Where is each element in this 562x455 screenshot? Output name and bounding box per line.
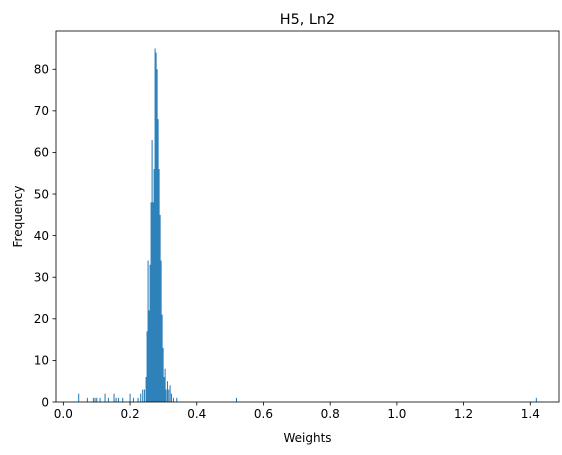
histogram-bar [132, 397, 134, 402]
x-tick-label: 1.4 [521, 407, 540, 421]
y-tick-label: 40 [34, 229, 49, 243]
histogram-bar [535, 397, 537, 402]
y-tick-label: 60 [34, 146, 49, 160]
histogram-bar [147, 260, 149, 402]
histogram-bar [163, 377, 165, 402]
histogram-bar [166, 381, 168, 402]
chart-title: H5, Ln2 [280, 12, 335, 28]
histogram-bar [145, 377, 147, 402]
histogram-bar [148, 310, 150, 402]
x-axis-label: Weights [283, 431, 331, 445]
histogram-bar [117, 397, 119, 402]
histogram-bar [99, 397, 101, 402]
histogram-bar [154, 48, 156, 402]
histogram-bar [162, 347, 164, 402]
histogram-bar [78, 393, 80, 402]
histogram-bar [107, 397, 109, 402]
histogram-bar [160, 260, 162, 402]
x-tick-label: 0.4 [187, 407, 206, 421]
x-axis-ticks: 0.0 0.2 0.4 0.6 0.8 1.0 1.2 1.4 [54, 402, 540, 421]
histogram-bar [235, 397, 237, 402]
histogram-bar [143, 389, 145, 402]
histogram-bar [140, 393, 142, 402]
histogram-bar [150, 202, 152, 402]
histogram-bar [153, 169, 155, 402]
x-tick-label: 0.8 [321, 407, 340, 421]
x-tick-label: 0.2 [121, 407, 140, 421]
histogram-bar [149, 264, 151, 402]
y-tick-label: 80 [34, 63, 49, 77]
histogram-bar [104, 393, 106, 402]
y-tick-label: 50 [34, 187, 49, 201]
y-tick-label: 30 [34, 271, 49, 285]
x-tick-label: 1.0 [387, 407, 406, 421]
histogram-bar [86, 397, 88, 402]
histogram-bar [146, 331, 148, 402]
x-tick-label: 0.0 [54, 407, 73, 421]
histogram-bar [129, 393, 131, 402]
histogram-bar [142, 389, 144, 402]
histogram-bar [92, 397, 94, 402]
histogram-bar [96, 397, 98, 402]
histogram-bar [159, 214, 161, 402]
histogram-bar [172, 397, 174, 402]
histogram-bar [169, 385, 171, 402]
histogram-bar [122, 397, 124, 402]
x-tick-label: 0.6 [254, 407, 273, 421]
y-tick-label: 10 [34, 354, 49, 368]
plot-frame [55, 30, 560, 403]
histogram-bar [158, 169, 160, 402]
histogram-bar [170, 393, 172, 402]
y-tick-label: 70 [34, 104, 49, 118]
histogram-bar [156, 69, 158, 402]
histogram-bar [165, 389, 167, 402]
y-tick-label: 20 [34, 312, 49, 326]
histogram-bar [115, 397, 117, 402]
histogram-bar [137, 397, 139, 402]
y-tick-label: 0 [41, 395, 49, 409]
histogram-bar [151, 139, 153, 402]
histogram-bar [168, 389, 170, 402]
histogram-bar [164, 368, 166, 402]
x-tick-label: 1.2 [454, 407, 473, 421]
bars-group [78, 48, 537, 403]
histogram-bar [176, 397, 178, 402]
y-axis-ticks: 0 10 20 30 40 50 60 70 80 [34, 63, 56, 409]
histogram-bar [161, 314, 163, 402]
histogram-bar [157, 119, 159, 403]
histogram-bar [152, 202, 154, 402]
y-axis-label: Frequency [11, 186, 25, 248]
histogram-bar [113, 393, 115, 402]
histogram-bar [155, 52, 157, 402]
histogram-bar [94, 397, 96, 402]
